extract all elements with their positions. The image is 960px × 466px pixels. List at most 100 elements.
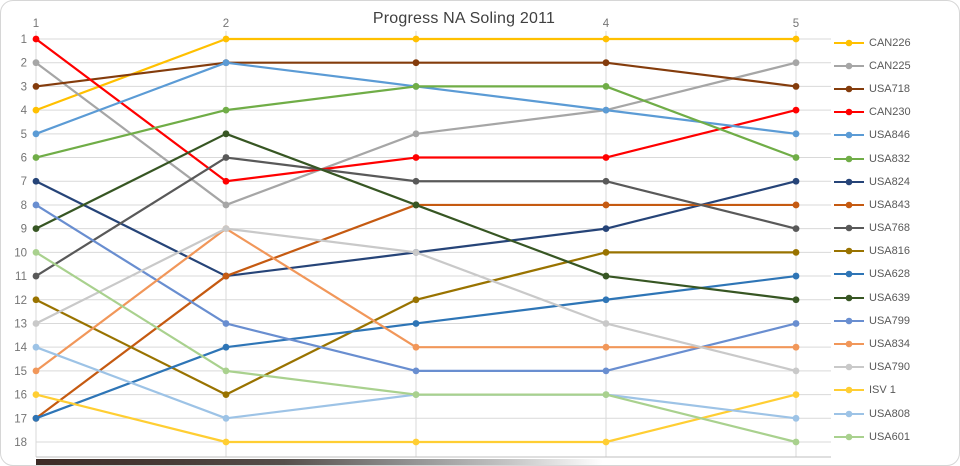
legend-label: USA718 [869,82,910,95]
marker-USA816-race2 [222,391,230,398]
marker-USA834-race1 [32,367,40,375]
marker-USA846-race2 [222,59,230,67]
marker-USA718-race3 [412,59,420,67]
legend-item-USA799[interactable]: USA799 [834,309,954,332]
marker-USA799-race1 [32,201,40,209]
marker-USA628-race2 [222,343,230,351]
marker-USA832-race2 [222,106,230,114]
legend-marker-CAN226 [834,39,864,46]
marker-USA832-race1 [32,154,40,161]
legend-marker-CAN230 [834,108,864,116]
legend-label: USA846 [869,129,910,142]
legend-item-CAN226[interactable]: CAN226 [834,31,954,54]
legend-label: USA639 [869,291,910,304]
cropped-content-strip [36,459,626,465]
legend-marker-USA768 [834,224,864,232]
svg-text:1: 1 [33,18,39,30]
marker-ISV1-race3 [412,438,420,446]
legend-marker-USA816 [834,247,864,255]
legend-label: USA768 [869,222,910,235]
legend-marker-USA843 [834,201,864,209]
marker-USA816-race3 [412,296,420,304]
legend-item-USA816[interactable]: USA816 [834,240,954,263]
marker-ISV1-race4 [602,438,610,446]
marker-USA834-race3 [412,343,420,351]
marker-USA790-race5 [792,367,800,375]
legend-item-USA790[interactable]: USA790 [834,356,954,379]
legend-label: USA832 [869,152,910,165]
marker-USA639-race4 [602,272,610,280]
legend-label: USA601 [869,430,910,443]
svg-text:11: 11 [15,271,27,283]
chart-title: Progress NA Soling 2011 [334,8,594,30]
legend-marker-USA808 [834,410,864,417]
legend-marker-ISV1 [834,387,864,394]
legend-marker-USA824 [834,178,864,186]
legend-item-USA824[interactable]: USA824 [834,170,954,193]
legend-item-USA639[interactable]: USA639 [834,286,954,309]
legend-item-USA834[interactable]: USA834 [834,332,954,355]
legend-label: USA799 [869,314,910,327]
legend: CAN226 CAN225 USA718 CAN230 USA846 USA832 USA8… [834,31,954,448]
legend-marker-USA718 [834,85,864,93]
marker-USA768-race2 [222,154,230,161]
legend-label: CAN230 [869,106,911,119]
legend-label: CAN225 [869,59,911,72]
legend-marker-USA601 [834,433,864,441]
marker-CAN225-race5 [792,59,800,67]
legend-item-USA718[interactable]: USA718 [834,77,954,100]
marker-USA846-race1 [32,130,40,138]
legend-item-USA843[interactable]: USA843 [834,193,954,216]
svg-text:9: 9 [21,224,27,236]
legend-label: ISV 1 [869,384,896,397]
marker-CAN226-race5 [792,35,800,43]
svg-text:15: 15 [14,366,27,378]
svg-text:10: 10 [14,247,27,259]
marker-CAN225-race3 [412,130,420,138]
legend-item-USA628[interactable]: USA628 [834,263,954,286]
svg-text:6: 6 [21,153,27,165]
svg-text:2: 2 [223,18,229,30]
marker-CAN225-race2 [222,201,230,209]
marker-USA790-race4 [602,320,610,327]
marker-USA628-race4 [602,296,610,304]
svg-text:1: 1 [21,34,27,46]
legend-marker-USA834 [834,340,864,348]
legend-marker-USA846 [834,132,864,139]
marker-USA718-race1 [32,83,40,90]
legend-item-USA832[interactable]: USA832 [834,147,954,170]
marker-USA832-race4 [602,83,610,90]
series-USA832 [32,83,800,161]
svg-text:4: 4 [21,105,28,117]
marker-USA718-race4 [602,59,610,67]
legend-marker-USA628 [834,271,864,278]
legend-item-USA601[interactable]: USA601 [834,425,954,448]
marker-USA639-race3 [412,201,420,209]
legend-marker-CAN225 [834,62,864,70]
legend-item-ISV1[interactable]: ISV 1 [834,379,954,402]
marker-CAN230-race3 [412,154,420,161]
series-USA628 [32,272,800,422]
marker-CAN230-race1 [32,35,40,43]
marker-USA816-race5 [792,248,800,256]
marker-USA790-race3 [412,248,420,256]
legend-marker-USA639 [834,294,864,301]
marker-ISV1-race5 [792,391,800,398]
marker-USA846-race5 [792,130,800,138]
gridlines [35,31,831,458]
legend-item-CAN225[interactable]: CAN225 [834,54,954,77]
legend-label: USA808 [869,407,910,420]
svg-text:18: 18 [14,437,27,449]
marker-USA799-race4 [602,367,610,375]
legend-item-USA768[interactable]: USA768 [834,217,954,240]
marker-USA808-race2 [222,414,230,422]
series-USA601 [32,248,800,446]
legend-label: USA843 [869,198,910,211]
marker-USA816-race4 [602,248,610,256]
legend-item-CAN230[interactable]: CAN230 [834,101,954,124]
legend-item-USA808[interactable]: USA808 [834,402,954,425]
marker-USA639-race5 [792,296,800,304]
marker-USA799-race2 [222,320,230,327]
legend-item-USA846[interactable]: USA846 [834,124,954,147]
